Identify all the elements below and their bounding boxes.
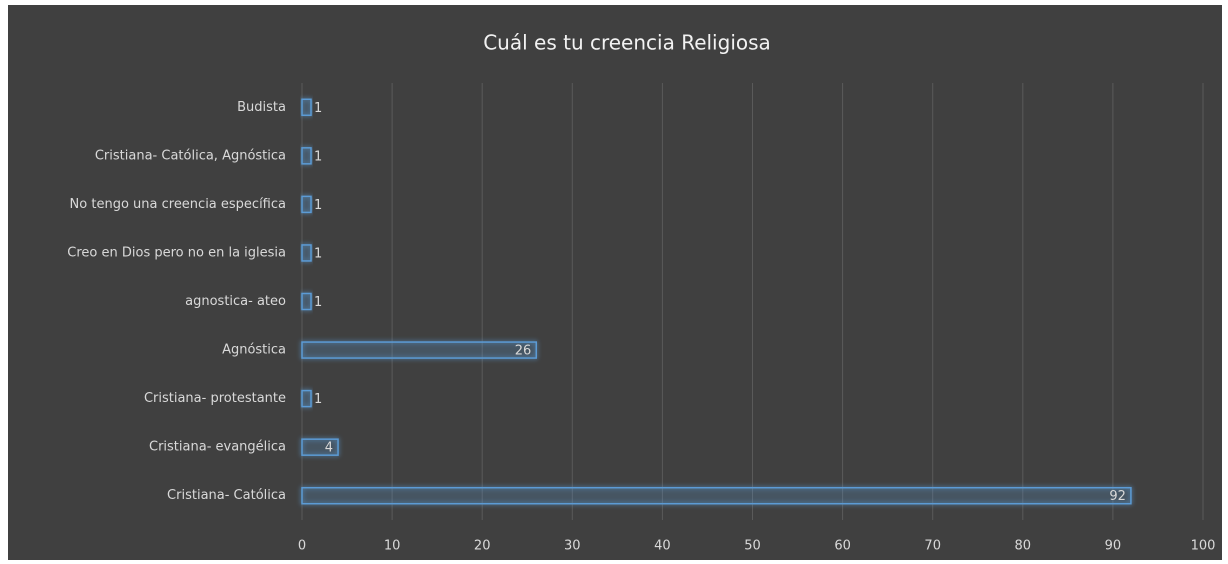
chart-background [8,5,1222,560]
bar [301,147,312,165]
data-label: 1 [314,101,322,116]
bar [301,292,312,311]
x-tick-label: 50 [744,539,761,554]
chart-title: Cuál es tu creencia Religiosa [483,31,771,55]
bar [301,341,538,359]
x-tick-label: 10 [384,539,401,554]
data-label: 1 [314,392,322,407]
x-tick-label: 20 [474,539,491,554]
y-tick-label: Cristiana- protestante [144,391,286,406]
x-tick-label: 100 [1191,539,1216,554]
x-tick-label: 80 [1015,539,1032,554]
x-tick-label: 30 [564,539,581,554]
y-tick-label: agnostica- ateo [185,294,286,309]
x-tick-label: 0 [298,539,306,554]
y-tick-label: Agnóstica [222,343,286,358]
bar [301,98,312,117]
y-tick-label: Cristiana- Católica [167,488,286,503]
x-tick-label: 70 [924,539,941,554]
bar [301,486,1132,505]
data-label: 1 [314,198,322,213]
x-tick-label: 40 [654,539,671,554]
bar [301,195,312,214]
bar [301,389,312,408]
data-label: 1 [314,246,322,261]
y-tick-label: Creo en Dios pero no en la iglesia [67,245,286,260]
data-label: 1 [314,149,322,164]
x-tick-label: 60 [834,539,851,554]
data-label: 26 [515,344,532,359]
x-tick-label: 90 [1105,539,1122,554]
y-tick-label: Cristiana- evangélica [149,440,286,455]
y-tick-label: No tengo una creencia específica [70,197,286,212]
data-label: 92 [1109,489,1126,504]
bar [301,244,312,262]
bar [301,438,339,456]
data-label: 1 [314,295,322,310]
y-tick-label: Cristiana- Católica, Agnóstica [95,148,286,163]
data-label: 4 [325,441,333,456]
y-tick-label: Budista [237,100,286,115]
